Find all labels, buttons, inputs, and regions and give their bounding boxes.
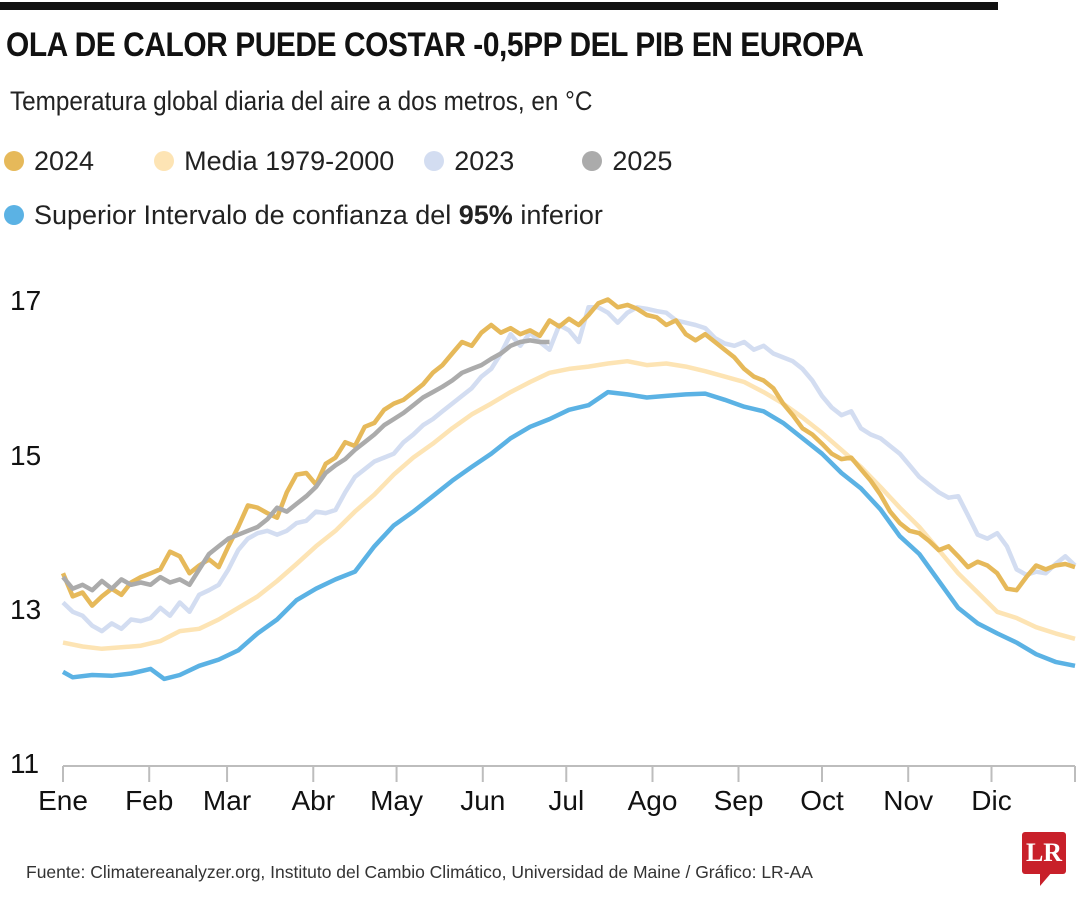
legend-prefix: Superior Intervalo de confianza del: [34, 199, 459, 230]
legend-label: 2023: [454, 145, 515, 176]
lr-logo: LR: [1022, 832, 1066, 874]
y-tick-label: 15: [10, 439, 42, 471]
legend-label: 2025: [612, 145, 673, 176]
legend-bold: 95%: [458, 199, 513, 230]
legend-label: Superior Intervalo de confianza del 95% …: [34, 200, 603, 231]
x-tick-label: Nov: [883, 785, 934, 816]
chart-title: OLA DE CALOR PUEDE COSTAR -0,5PP DEL PIB…: [6, 26, 864, 64]
series-line-superior-intervalo-de-confianza-del-95-inferior: [61, 389, 1076, 682]
legend-swatch-confidence: [4, 205, 24, 225]
y-tick-label: 11: [10, 748, 40, 779]
legend-row-1: 2024 Media 1979-2000 2023 2025: [4, 144, 702, 178]
x-tick-label: Sep: [713, 785, 764, 816]
series-line-2023: [61, 305, 1077, 634]
x-tick-label: Feb: [125, 785, 174, 816]
legend-item-2023: 2023: [424, 146, 514, 177]
x-tick-label: Ago: [627, 785, 678, 816]
y-tick-label: 17: [10, 285, 42, 317]
legend-swatch-2023: [424, 151, 445, 171]
series-line-2024: [60, 297, 1076, 608]
legend-suffix: inferior: [512, 199, 603, 230]
legend-swatch-2024: [4, 151, 24, 171]
top-rule: [0, 2, 998, 10]
legend-item-confidence: Superior Intervalo de confianza del 95% …: [4, 200, 603, 231]
legend-row-2: Superior Intervalo de confianza del 95% …: [4, 198, 633, 232]
x-tick-label: Jul: [548, 785, 585, 816]
x-tick-label: Dic: [971, 785, 1012, 816]
y-tick-label: 13: [10, 593, 42, 625]
legend-swatch-media: [154, 151, 175, 171]
legend-item-2024: 2024: [4, 146, 94, 177]
legend-swatch-2025: [582, 151, 603, 171]
chart-subtitle: Temperatura global diaria del aire a dos…: [10, 86, 593, 116]
x-tick-label: May: [370, 785, 424, 816]
x-tick-label: Mar: [202, 785, 252, 816]
series-line-media-1979-2000: [62, 358, 1076, 652]
x-tick-label: Abr: [291, 785, 336, 816]
x-tick-label: Oct: [800, 785, 844, 816]
source-note: Fuente: Climatereanalyzer.org, Instituto…: [26, 862, 813, 882]
legend-item-2025: 2025: [582, 146, 672, 177]
legend-item-media: Media 1979-2000: [154, 146, 394, 177]
lr-logo-tail: [1040, 872, 1052, 886]
x-tick-label: Ene: [38, 785, 88, 816]
legend-label: 2024: [34, 145, 95, 176]
x-tick-label: Jun: [460, 785, 506, 816]
series-line-2025: [61, 338, 550, 593]
legend-label: Media 1979-2000: [184, 145, 395, 176]
